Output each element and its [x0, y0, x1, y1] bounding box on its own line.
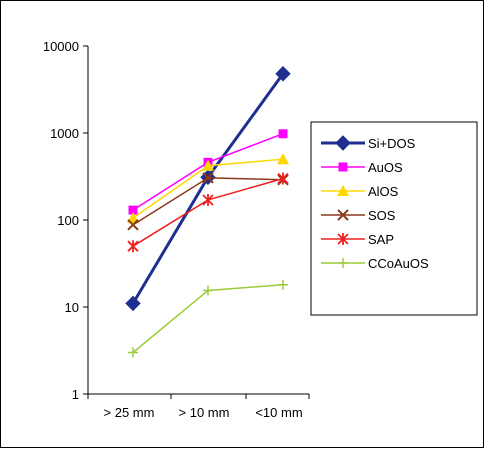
legend-item-sos: SOS: [321, 208, 396, 223]
legend-marker: [338, 162, 348, 172]
x-tick-label: > 25 mm: [104, 405, 155, 420]
data-point-auos: [128, 205, 138, 215]
legend-label: SAP: [368, 232, 394, 247]
series-line-sap: [132, 177, 284, 247]
legend-item-si-dos: Si+DOS: [321, 135, 416, 151]
series-line-si-dos: [131, 72, 285, 305]
series-layer: [125, 66, 291, 358]
legend-label: SOS: [368, 208, 396, 223]
data-point-alos: [202, 159, 214, 171]
legend-marker: [337, 209, 349, 221]
axes: 1 10 100 1000 10000 > 25 mm > 10 mm <10 mm: [43, 39, 310, 420]
data-point-ccoauos: [128, 347, 138, 358]
data-point-sos: [202, 172, 214, 184]
series-alos: [127, 153, 289, 224]
data-point-si-dos: [275, 66, 291, 82]
y-tick-label: 1000: [50, 126, 79, 141]
legend-item-ccoauos: CCoAuOS: [321, 256, 429, 271]
legend-item-auos: AuOS: [321, 160, 403, 175]
legend-label: AlOS: [368, 184, 399, 199]
data-point-alos: [277, 153, 289, 165]
data-point-sap: [127, 240, 139, 253]
series-ccoauos: [128, 279, 288, 358]
legend-item-alos: AlOS: [321, 184, 399, 199]
legend-marker: [337, 233, 349, 245]
y-tick-label: 10000: [43, 39, 79, 54]
y-tick-label: 1: [72, 387, 79, 402]
y-tick-label: 100: [57, 213, 79, 228]
x-tick-label: > 10 mm: [179, 405, 230, 420]
legend-label: CCoAuOS: [368, 256, 429, 271]
series-si-dos: [125, 66, 291, 312]
legend-marker: [337, 185, 349, 196]
data-point-si-dos: [125, 295, 141, 312]
x-tick-label: <10 mm: [255, 405, 302, 420]
legend-marker: [335, 135, 351, 151]
y-tick-label: 10: [65, 300, 79, 315]
data-point-ccoauos: [278, 279, 288, 290]
legend-marker: [338, 258, 348, 268]
data-point-sos: [127, 219, 139, 231]
data-point-ccoauos: [203, 285, 213, 296]
data-point-sap: [277, 172, 289, 185]
legend-item-sap: SAP: [321, 232, 394, 247]
legend-label: Si+DOS: [368, 136, 416, 151]
data-point-auos: [278, 129, 288, 139]
data-point-sap: [202, 193, 214, 206]
legend: Si+DOS AuOS AlOS SOS SAP CCoAuOS: [310, 121, 478, 316]
legend-label: AuOS: [368, 160, 403, 175]
series-sap: [127, 172, 289, 253]
data-point-alos: [127, 212, 139, 224]
